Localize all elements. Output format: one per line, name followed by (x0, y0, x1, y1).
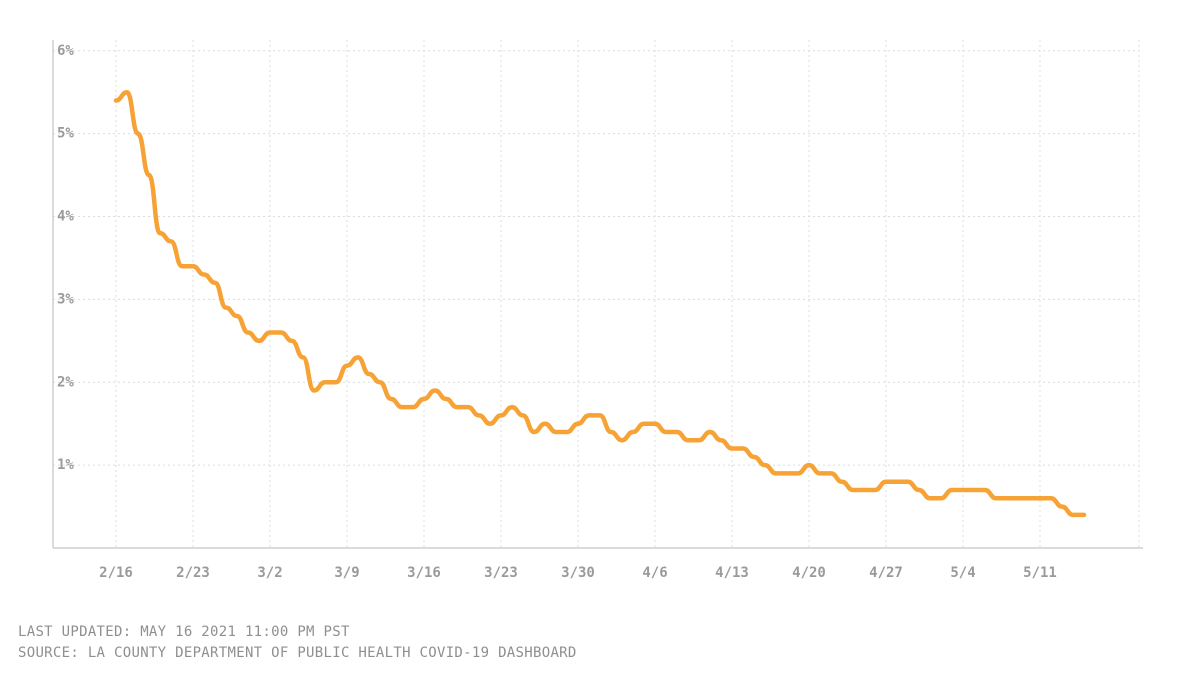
y-tick-label: 5% (57, 126, 74, 142)
x-tick-label: 3/23 (484, 565, 518, 581)
x-tick-label: 5/11 (1023, 565, 1057, 581)
y-tick-label: 1% (57, 457, 74, 473)
x-tick-label: 2/16 (99, 565, 133, 581)
x-tick-label: 5/4 (950, 565, 975, 581)
y-tick-label: 4% (57, 209, 74, 225)
x-tick-label: 4/20 (792, 565, 826, 581)
y-tick-label: 3% (57, 291, 74, 307)
line (113, 89, 1087, 518)
chart: 1% 2% 3% 4% 5% 6% 2/16 2/23 3/2 3/9 3/16 3/23 3/30 4/… (52, 40, 1143, 581)
y-tick-label: 2% (57, 374, 74, 390)
last-updated: LAST UPDATED: MAY 16 2021 11:00 PM PST (18, 624, 350, 640)
y-tick-label: 6% (57, 43, 74, 59)
x-tick-label: 3/2 (257, 565, 282, 581)
x-tick-label: 3/30 (561, 565, 595, 581)
x-tick-label: 4/13 (715, 565, 749, 581)
x-tick-label: 3/16 (407, 565, 441, 581)
x-tick-label: 3/9 (334, 565, 359, 581)
x-tick-label: 2/23 (176, 565, 210, 581)
source: SOURCE: LA COUNTY DEPARTMENT OF PUBLIC H… (18, 645, 577, 661)
x-tick-label: 4/6 (642, 565, 667, 581)
x-tick-label: 4/27 (869, 565, 903, 581)
